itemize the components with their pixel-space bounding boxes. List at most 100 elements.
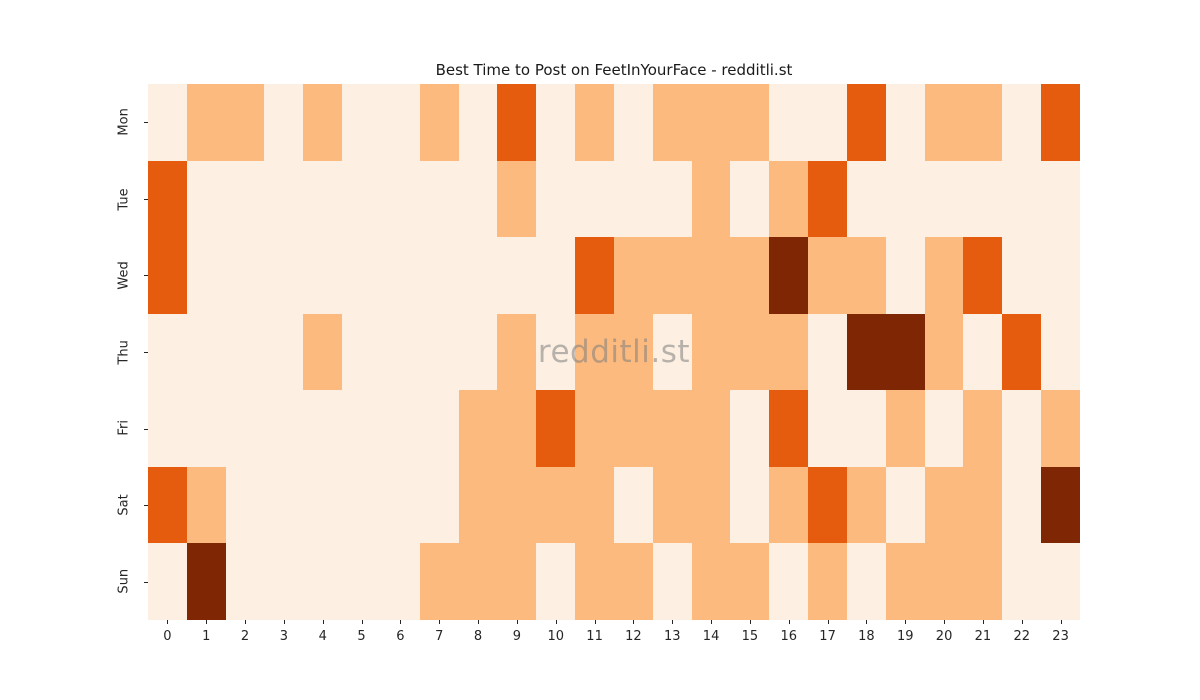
heatmap-cell bbox=[342, 543, 381, 620]
heatmap-cell bbox=[458, 466, 498, 544]
heatmap-cell bbox=[808, 466, 847, 544]
heatmap-cell bbox=[691, 390, 731, 467]
heatmap-cell bbox=[225, 84, 265, 161]
heatmap-cell bbox=[963, 84, 1003, 161]
x-tick-label: 17 bbox=[819, 629, 836, 644]
heatmap-cell bbox=[769, 313, 809, 391]
heatmap-cell bbox=[652, 466, 692, 544]
x-tick-mark bbox=[866, 620, 868, 624]
heatmap-cell bbox=[846, 543, 886, 620]
heatmap-cell bbox=[613, 543, 653, 620]
heatmap-cell bbox=[1002, 84, 1042, 161]
x-tick-mark bbox=[400, 620, 402, 624]
heatmap-cell bbox=[419, 466, 459, 544]
x-tick-label: 5 bbox=[357, 629, 366, 644]
heatmap-cell bbox=[303, 543, 343, 620]
heatmap-cell bbox=[186, 160, 226, 238]
heatmap-cell bbox=[691, 160, 731, 238]
heatmap-cell bbox=[575, 313, 614, 391]
heatmap-cell bbox=[963, 466, 1003, 544]
heatmap-cell bbox=[963, 237, 1003, 314]
x-tick-label: 18 bbox=[858, 629, 875, 644]
heatmap-cell bbox=[536, 313, 576, 391]
heatmap-cell bbox=[613, 160, 653, 238]
x-tick-label: 19 bbox=[896, 629, 914, 644]
heatmap-cell bbox=[769, 390, 809, 467]
y-tick-label: Tue bbox=[116, 187, 132, 210]
heatmap-cell bbox=[730, 390, 770, 467]
heatmap-cell bbox=[846, 160, 886, 238]
heatmap-cell bbox=[536, 160, 576, 238]
heatmap-cell bbox=[613, 390, 653, 467]
heatmap-cell bbox=[846, 84, 886, 161]
heatmap-cell bbox=[1041, 84, 1080, 161]
heatmap-cell bbox=[652, 237, 692, 314]
heatmap-cell bbox=[924, 237, 964, 314]
heatmap-cell bbox=[730, 237, 770, 314]
heatmap-cell bbox=[1041, 313, 1080, 391]
heatmap-cell bbox=[924, 84, 964, 161]
heatmap-cell bbox=[691, 466, 731, 544]
heatmap-cell bbox=[186, 390, 226, 467]
heatmap-cell bbox=[575, 84, 614, 161]
x-tick-label: 1 bbox=[202, 629, 211, 644]
heatmap-grid bbox=[148, 84, 1080, 620]
x-tick-label: 21 bbox=[974, 629, 992, 644]
heatmap-cell bbox=[419, 313, 459, 391]
heatmap-cell bbox=[186, 84, 226, 161]
heatmap-cell bbox=[536, 466, 576, 544]
heatmap-cell bbox=[303, 160, 343, 238]
heatmap-cell bbox=[497, 313, 537, 391]
heatmap-cell bbox=[730, 313, 770, 391]
heatmap-cell bbox=[497, 543, 537, 620]
heatmap-cell bbox=[186, 543, 226, 620]
heatmap-cell bbox=[148, 466, 187, 544]
heatmap-cell bbox=[380, 313, 420, 391]
heatmap-cell bbox=[497, 466, 537, 544]
heatmap-cell bbox=[808, 84, 847, 161]
heatmap-cell bbox=[303, 390, 343, 467]
heatmap-cell bbox=[808, 390, 847, 467]
x-tick-mark bbox=[283, 620, 285, 624]
heatmap-cell bbox=[536, 84, 576, 161]
heatmap-cell bbox=[575, 160, 614, 238]
heatmap-cell bbox=[769, 237, 809, 314]
heatmap-cell bbox=[808, 237, 847, 314]
heatmap-cell bbox=[575, 237, 614, 314]
heatmap-cell bbox=[148, 237, 187, 314]
heatmap-cell bbox=[225, 237, 265, 314]
heatmap-cell bbox=[186, 313, 226, 391]
x-tick-label: 14 bbox=[702, 629, 720, 644]
x-tick-mark bbox=[905, 620, 907, 624]
heatmap-cell bbox=[885, 543, 925, 620]
heatmap-cell bbox=[225, 160, 265, 238]
heatmap-cell bbox=[458, 160, 498, 238]
heatmap-cell bbox=[613, 237, 653, 314]
heatmap-cell bbox=[186, 466, 226, 544]
heatmap-cell bbox=[652, 160, 692, 238]
x-tick-mark bbox=[672, 620, 674, 624]
x-tick-mark bbox=[944, 620, 946, 624]
x-tick-mark bbox=[322, 620, 324, 624]
heatmap-cell bbox=[575, 466, 614, 544]
heatmap-cell bbox=[497, 160, 537, 238]
heatmap-cell bbox=[225, 390, 265, 467]
heatmap-cell bbox=[613, 313, 653, 391]
heatmap-cell bbox=[264, 237, 304, 314]
heatmap-cell bbox=[148, 543, 187, 620]
heatmap-cell bbox=[613, 466, 653, 544]
heatmap-cell bbox=[1002, 543, 1042, 620]
x-tick-mark bbox=[439, 620, 441, 624]
x-tick-mark bbox=[749, 620, 751, 624]
heatmap-cell bbox=[148, 390, 187, 467]
heatmap-cell bbox=[652, 313, 692, 391]
x-axis-ticks bbox=[148, 620, 1080, 624]
heatmap-cell bbox=[264, 390, 304, 467]
heatmap-cell bbox=[380, 84, 420, 161]
x-tick-mark bbox=[633, 620, 635, 624]
x-tick-label: 13 bbox=[663, 629, 681, 644]
heatmap-cell bbox=[419, 543, 459, 620]
y-tick-mark bbox=[144, 122, 148, 124]
y-tick-mark bbox=[144, 198, 148, 200]
